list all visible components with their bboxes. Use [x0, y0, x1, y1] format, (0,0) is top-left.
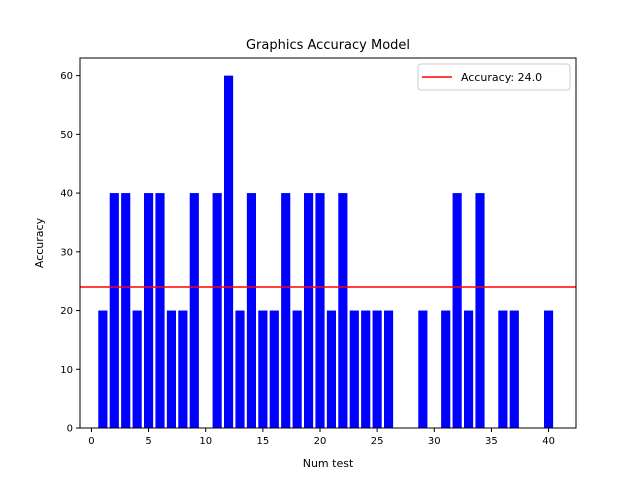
y-tick-label: 10 [60, 365, 73, 376]
bar [258, 310, 268, 428]
chart-title: Graphics Accuracy Model [246, 38, 410, 53]
bar [544, 310, 554, 428]
bar [475, 193, 485, 428]
bar [189, 193, 199, 428]
bar [132, 310, 142, 428]
bar [166, 310, 176, 428]
bar [498, 310, 508, 428]
bar [384, 310, 394, 428]
y-axis: 0 10 20 30 40 50 60 [60, 71, 80, 435]
bar [304, 193, 314, 428]
bar [109, 193, 119, 428]
y-axis-label: Accuracy [33, 217, 46, 268]
plot-frame [79, 57, 577, 429]
bar [121, 193, 131, 428]
bar [441, 310, 451, 428]
bar [292, 310, 302, 428]
bar [246, 193, 256, 428]
bar [224, 75, 234, 428]
y-tick-label: 60 [60, 71, 73, 82]
x-tick-label: 35 [485, 436, 498, 447]
bar [281, 193, 291, 428]
x-axis: 0 5 10 15 20 25 30 35 40 [88, 428, 555, 447]
legend-entry: Accuracy: 24.0 [461, 71, 542, 84]
bar [178, 310, 188, 428]
bar [269, 310, 279, 428]
legend-box [417, 63, 571, 91]
bars-group [98, 75, 554, 428]
x-tick-label: 30 [428, 436, 441, 447]
y-tick-label: 0 [67, 424, 73, 435]
bar [372, 310, 382, 428]
bar [155, 193, 165, 428]
bar [349, 310, 359, 428]
legend: Accuracy: 24.0 [417, 63, 571, 91]
x-tick-label: 15 [256, 436, 269, 447]
bar [452, 193, 462, 428]
y-tick-label: 20 [60, 306, 73, 317]
bar [338, 193, 348, 428]
bar [464, 310, 474, 428]
bar [509, 310, 519, 428]
bar [361, 310, 371, 428]
bar [212, 193, 222, 428]
x-tick-label: 10 [199, 436, 212, 447]
bar [98, 310, 108, 428]
x-tick-label: 25 [371, 436, 384, 447]
bar [326, 310, 336, 428]
x-tick-label: 40 [542, 436, 555, 447]
bar [144, 193, 154, 428]
x-tick-label: 0 [88, 436, 94, 447]
bar [235, 310, 245, 428]
x-tick-label: 5 [145, 436, 151, 447]
bar [418, 310, 428, 428]
x-axis-label: Num test [303, 457, 354, 470]
y-tick-label: 50 [60, 130, 73, 141]
y-tick-label: 40 [60, 189, 73, 200]
bar [315, 193, 325, 428]
x-tick-label: 20 [314, 436, 327, 447]
y-tick-label: 30 [60, 247, 73, 258]
